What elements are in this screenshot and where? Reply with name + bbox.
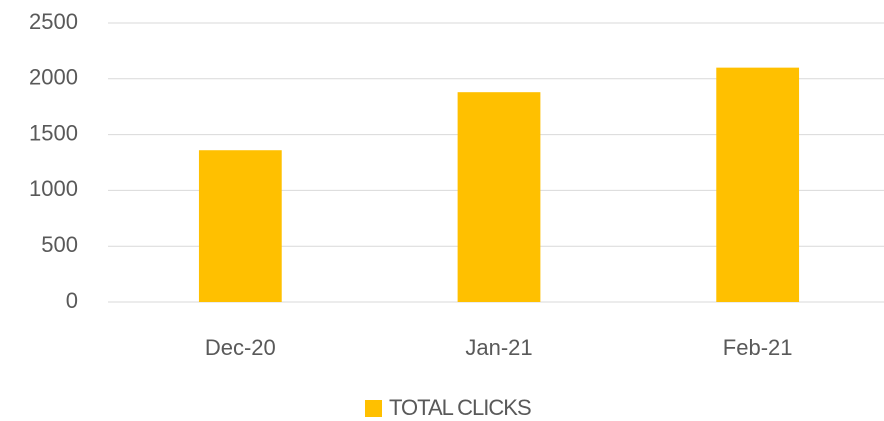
- y-tick-label: 1000: [29, 176, 78, 201]
- x-tick-label: Feb-21: [723, 335, 793, 360]
- x-tick-label: Dec-20: [205, 335, 276, 360]
- legend-swatch: [365, 400, 382, 417]
- y-tick-label: 1500: [29, 120, 78, 145]
- x-tick-label: Jan-21: [465, 335, 532, 360]
- y-tick-label: 0: [66, 288, 78, 313]
- y-tick-label: 2500: [29, 9, 78, 34]
- bar: [457, 92, 541, 302]
- bar: [198, 150, 282, 302]
- y-tick-label: 2000: [29, 65, 78, 90]
- legend-label: TOTAL CLICKS: [389, 395, 531, 420]
- y-tick-label: 500: [41, 232, 78, 257]
- bar: [716, 67, 800, 302]
